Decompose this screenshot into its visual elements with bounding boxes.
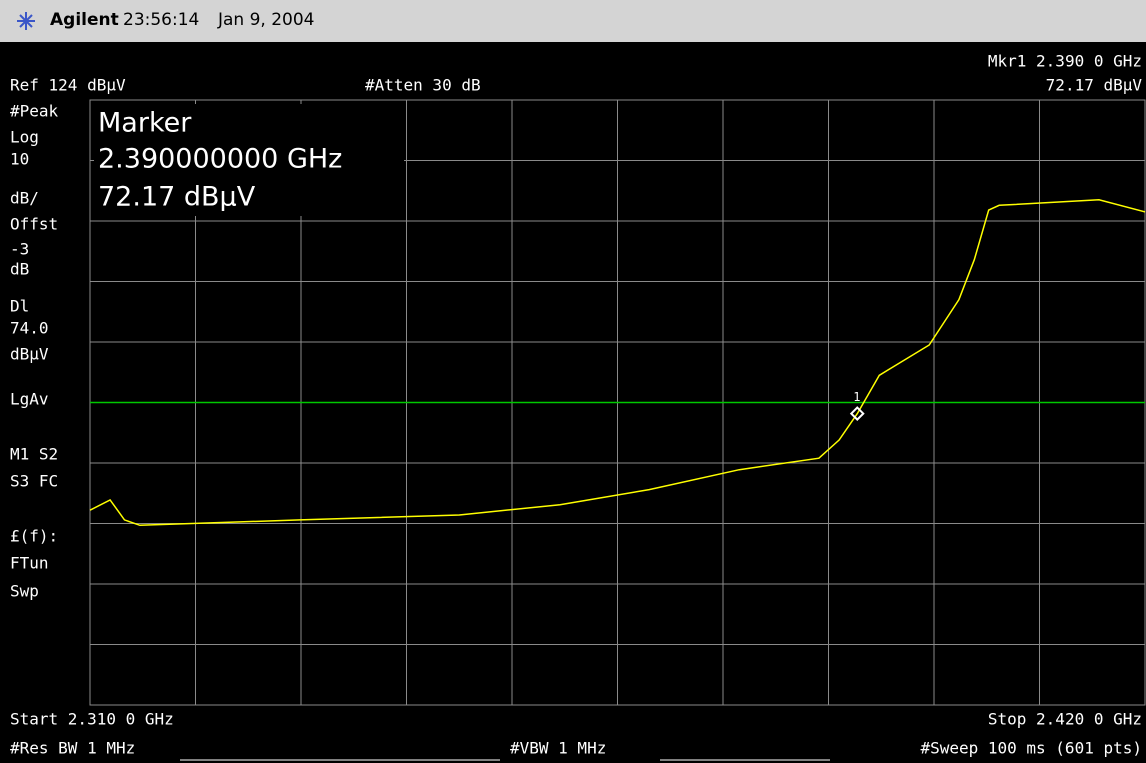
vbw: #VBW 1 MHz xyxy=(510,739,606,758)
marker-readout: Mkr1 2.390 0 GHz xyxy=(988,52,1142,71)
stop-freq: Stop 2.420 0 GHz xyxy=(988,710,1142,729)
side-label: Swp xyxy=(10,582,39,601)
brand: Agilent xyxy=(50,10,119,30)
trace xyxy=(89,199,1146,527)
side-label: -3 xyxy=(10,240,29,259)
side-label: £(f): xyxy=(10,527,58,546)
side-label: 74.0 xyxy=(10,319,49,338)
side-label: Offst xyxy=(10,215,58,234)
sweep: #Sweep 100 ms (601 pts) xyxy=(920,739,1142,758)
side-label: #Peak xyxy=(10,102,59,121)
side-label: M1 S2 xyxy=(10,445,58,464)
marker-box xyxy=(94,104,404,216)
title-bar xyxy=(0,0,1146,42)
marker-number: 1 xyxy=(853,390,860,404)
marker-box-freq: 2.390000000 GHz xyxy=(98,144,342,175)
side-annotations: #Peak Log 10 dB/Offst -3dB Dl 74.0 dBµV LgAv M1 S… xyxy=(10,102,59,601)
side-label: S3 FC xyxy=(10,472,58,491)
side-label: Dl xyxy=(10,297,29,316)
marker-level: 72.17 dBµV xyxy=(1046,76,1143,95)
agilent-logo xyxy=(17,12,35,30)
side-label: LgAv xyxy=(10,390,49,409)
date: Jan 9, 2004 xyxy=(217,10,315,30)
side-label: dB/ xyxy=(10,189,39,208)
res-bw: #Res BW 1 MHz xyxy=(10,739,135,758)
marker-diamond xyxy=(849,406,865,421)
side-label: FTun xyxy=(10,554,49,573)
side-label: Log xyxy=(10,128,39,147)
attenuation: #Atten 30 dB xyxy=(365,76,481,95)
side-label: 10 xyxy=(10,150,29,169)
marker-box-title: Marker xyxy=(98,108,192,139)
ref-level: Ref 124 dBµV xyxy=(10,76,126,95)
marker-box-level: 72.17 dBµV xyxy=(98,182,256,213)
side-label: dB xyxy=(10,260,29,279)
side-label: dBµV xyxy=(10,345,49,364)
time: 23:56:14 xyxy=(123,10,199,30)
start-freq: Start 2.310 0 GHz xyxy=(10,710,174,729)
